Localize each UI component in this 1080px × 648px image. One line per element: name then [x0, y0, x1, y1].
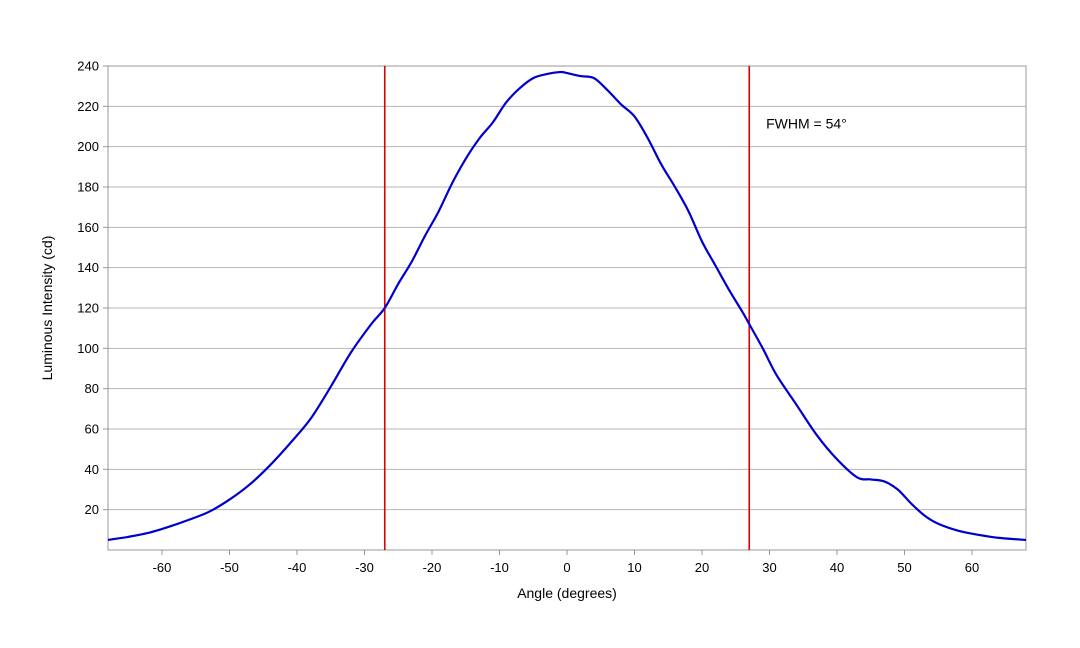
x-tick-label--60: -60	[153, 560, 172, 575]
x-tick-label--40: -40	[288, 560, 307, 575]
series-layer	[107, 70, 1027, 542]
y-tick-label-160: 160	[77, 220, 99, 235]
annotations: FWHM = 54°	[766, 116, 847, 132]
grid-lines	[108, 65, 1026, 511]
y-axis-title: Luminous Intensity (cd)	[39, 236, 55, 381]
y-tick-label-240: 240	[77, 59, 99, 74]
x-tick-label--30: -30	[355, 560, 374, 575]
x-tick-label--50: -50	[220, 560, 239, 575]
x-tick-label--20: -20	[423, 560, 442, 575]
x-tick-label-0: 0	[563, 560, 570, 575]
x-tick-label-50: 50	[897, 560, 911, 575]
fwhm-annotation: FWHM = 54°	[766, 116, 847, 132]
y-tick-label-200: 200	[77, 139, 99, 154]
x-axis-title: Angle (degrees)	[517, 585, 617, 601]
y-tick-label-120: 120	[77, 301, 99, 316]
y-tick-label-80: 80	[85, 381, 99, 396]
y-tick-label-140: 140	[77, 260, 99, 275]
y-tick-label-100: 100	[77, 341, 99, 356]
x-tick-label-40: 40	[830, 560, 844, 575]
x-tick-label-20: 20	[695, 560, 709, 575]
x-tick-label-60: 60	[965, 560, 979, 575]
x-tick-label-10: 10	[627, 560, 641, 575]
y-tick-label-220: 220	[77, 99, 99, 114]
intensity-curve-line	[107, 70, 1027, 542]
y-tick-label-60: 60	[85, 422, 99, 437]
x-tick-label-30: 30	[762, 560, 776, 575]
y-tick-label-20: 20	[85, 502, 99, 517]
y-tick-label-40: 40	[85, 462, 99, 477]
x-tick-label--10: -10	[490, 560, 509, 575]
y-tick-label-180: 180	[77, 180, 99, 195]
